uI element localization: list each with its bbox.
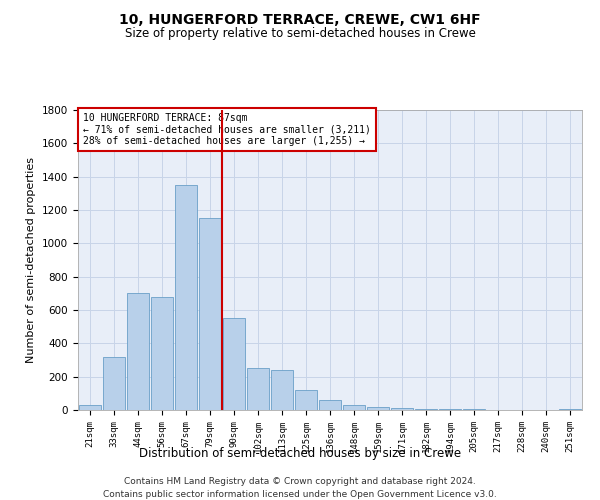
Text: Contains HM Land Registry data © Crown copyright and database right 2024.: Contains HM Land Registry data © Crown c… [124,478,476,486]
Text: Distribution of semi-detached houses by size in Crewe: Distribution of semi-detached houses by … [139,448,461,460]
Bar [343,405,365,410]
Bar [151,296,173,410]
Bar [79,405,101,410]
Bar [439,409,461,410]
Bar [295,390,317,410]
Text: 10 HUNGERFORD TERRACE: 87sqm
← 71% of semi-detached houses are smaller (3,211)
2: 10 HUNGERFORD TERRACE: 87sqm ← 71% of se… [83,113,371,146]
Bar [127,294,149,410]
Y-axis label: Number of semi-detached properties: Number of semi-detached properties [26,157,37,363]
Bar [559,409,581,410]
Text: Size of property relative to semi-detached houses in Crewe: Size of property relative to semi-detach… [125,28,475,40]
Text: 10, HUNGERFORD TERRACE, CREWE, CW1 6HF: 10, HUNGERFORD TERRACE, CREWE, CW1 6HF [119,12,481,26]
Bar [175,185,197,410]
Bar [103,356,125,410]
Bar [271,370,293,410]
Bar [199,218,221,410]
Bar [319,400,341,410]
Bar [415,408,437,410]
Bar [391,408,413,410]
Bar [247,368,269,410]
Bar [367,406,389,410]
Text: Contains public sector information licensed under the Open Government Licence v3: Contains public sector information licen… [103,490,497,499]
Bar [223,318,245,410]
